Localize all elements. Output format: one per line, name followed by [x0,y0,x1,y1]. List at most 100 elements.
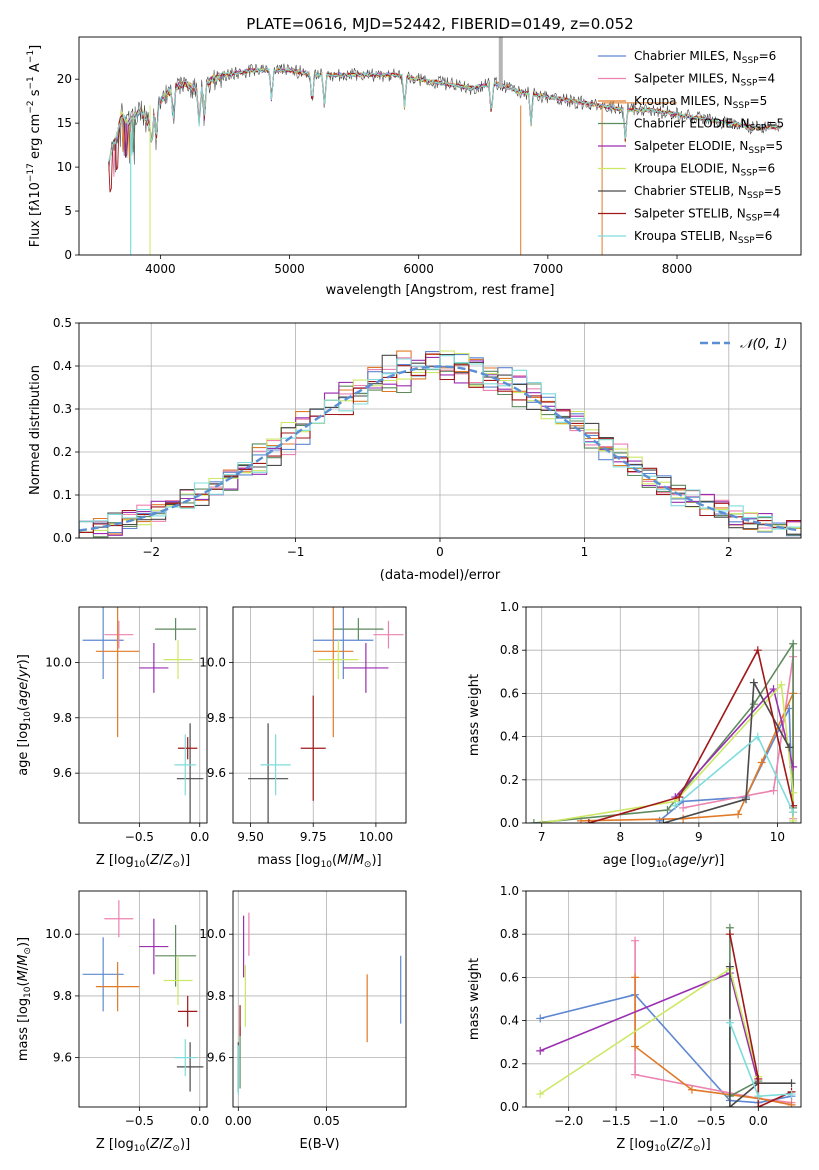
tick-label-x: 6000 [403,262,434,276]
legend-entry: 𝒩(0, 1) [740,337,787,352]
axes-residuals: −2 −1 0 1 2 0.0 0.1 0.2 0.3 0.4 0.5 (data-model)/er… [28,316,802,583]
tick-label-x: 0.0 [749,1114,768,1128]
weight-marker [725,962,734,971]
tick-label-y: 9.6 [207,766,226,780]
tick-label-y: 0.6 [500,686,519,700]
x-axis-label: (data-model)/error [380,568,501,583]
axes-mass_weight_vs_Z: −2.0 −1.5 −1.0 −0.5 0.0 0.0 0.2 0.4 0.6 0.8 1.0 Z [… [467,884,802,1154]
tick-label-y: 9.6 [53,1051,72,1065]
tick-label-x: −0.5 [696,1114,725,1128]
tick-label-x: 0.0 [190,1114,209,1128]
legend-entry: Salpeter MILES, NSSP=4 [634,72,775,89]
tick-label-y: 1.0 [500,884,519,898]
plot-area-mass_weight_vs_age [529,639,798,823]
weight-marker [754,1074,763,1083]
errorbar-point [95,961,140,1012]
tick-label-y: 0.3 [53,402,72,416]
weight-marker [631,1042,640,1051]
tick-label-x: 5000 [274,262,305,276]
weight-line [659,708,794,823]
plot-area-age_vs_mass [248,607,404,823]
tick-label-y: 0.6 [500,970,519,984]
gaussian-curve [79,365,799,532]
tick-label-y: 0.0 [500,1100,519,1114]
weight-marker [753,732,762,741]
errorbar-point [260,734,291,796]
tick-label-y: 0.8 [500,643,519,657]
weight-marker [725,1018,734,1027]
masked-band [498,37,503,88]
errorbar-point [373,620,404,649]
weight-marker [631,973,640,982]
tick-label-y: 0.0 [53,531,72,545]
tick-label-y: 0.2 [500,1057,519,1071]
plot-area-spectrum [108,37,781,255]
errorbar-point [343,643,389,693]
errorbar-point [178,995,198,1027]
tick-label-x: 0.0 [190,830,209,844]
spectrum-line [108,67,781,162]
weight-marker [769,786,778,795]
tick-label-y: 0.8 [500,927,519,941]
tick-label-y: 10 [57,160,72,174]
tick-label-y: 10.0 [199,655,226,669]
axes-frame [78,36,802,256]
weight-marker [687,1085,696,1094]
errorbar-point [82,607,124,679]
tick-label-x: −0.5 [125,1114,154,1128]
errorbar-point [174,1039,197,1077]
tick-label-x: −2.0 [554,1114,583,1128]
weight-line [539,972,760,1084]
weight-marker [675,793,684,802]
weight-line [541,682,794,823]
y-axis-label: mass weight [467,958,482,1040]
plot-area-age_vs_Z [82,607,204,823]
tick-label-x: 8 [616,830,624,844]
axes-frame [232,890,407,1108]
weight-marker [679,803,688,812]
weight-line [729,1022,792,1098]
weight-marker [749,700,758,709]
errorbar-point [178,737,198,760]
tick-label-x: 0.05 [313,1114,340,1128]
weight-marker [725,1103,734,1107]
legend-entry: Chabrier MILES, NSSP=6 [634,49,776,66]
errorbar-point [176,1042,204,1092]
tick-label-y: 0.2 [53,445,72,459]
errorbar-point [176,723,204,823]
tick-label-y: 9.8 [53,711,72,725]
tick-label-x: 7000 [533,262,564,276]
x-axis-label: Z [log10(Z/Z⊙)] [96,853,190,870]
errorbar-point [300,695,326,801]
weight-marker [584,819,593,823]
weight-line [682,656,794,819]
tick-label-x: −0.5 [125,830,154,844]
x-axis-label: age [log10(age/yr)] [603,853,725,870]
plot-area-residuals [79,350,801,538]
weight-line [588,647,794,823]
residual-histogram [79,355,801,538]
legend-entry: Kroupa STELIB, NSSP=6 [634,229,772,246]
tick-label-x: −2 [142,545,160,559]
weight-marker [655,816,664,823]
tick-label-y: 9.6 [53,766,72,780]
weight-line [634,977,792,1106]
errorbar-point [82,937,124,1012]
errorbar-point [313,607,374,679]
tick-label-y: 0.4 [500,730,519,744]
x-axis-label: wavelength [Angstrom, rest frame] [326,283,555,298]
tick-label-x: −1.5 [602,1114,631,1128]
legend: Chabrier MILES, NSSP=6 Salpeter MILES, NS… [598,49,784,246]
axes-frame [78,606,208,824]
weight-marker [631,936,640,945]
errorbar-point [104,900,134,938]
legend-entry: Kroupa MILES, NSSP=5 [634,94,767,111]
y-axis-label: age [log10(age/yr)] [16,654,33,776]
axes-mass_vs_ebv: 0.00 0.05 9.6 9.8 10.0 E(B-V) [199,890,407,1152]
tick-label-y: 10.0 [199,927,226,941]
weight-marker [754,1103,763,1107]
weight-marker [787,1090,796,1099]
axes-frame [525,606,802,824]
tick-label-x: 1 [581,545,589,559]
weight-marker [753,646,762,655]
